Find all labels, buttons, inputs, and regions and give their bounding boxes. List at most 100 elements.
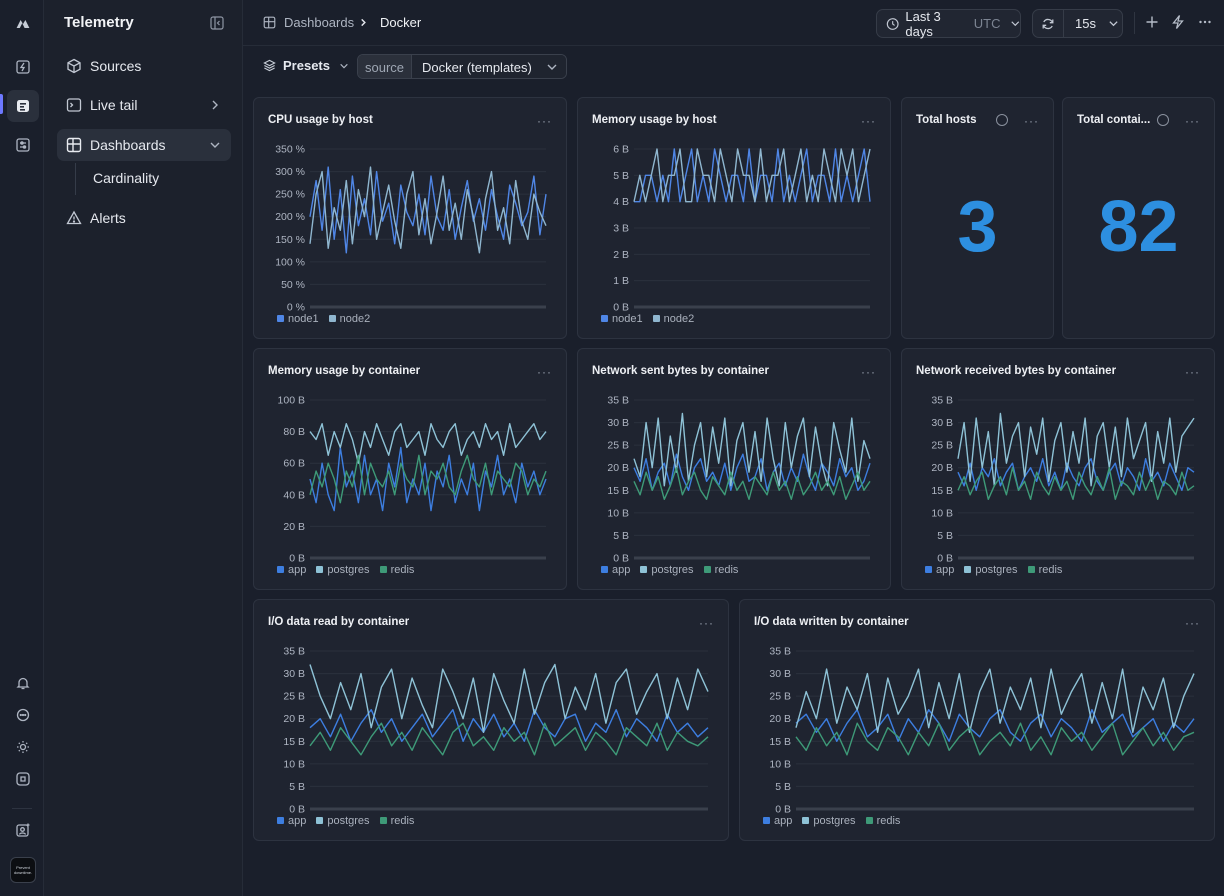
warning-icon <box>66 210 82 225</box>
legend-label: redis <box>714 564 739 576</box>
chevron-right-icon <box>212 100 218 110</box>
presets-dropdown[interactable]: Presets <box>263 58 349 73</box>
chat-icon[interactable] <box>7 699 39 731</box>
add-user-icon[interactable] <box>7 814 39 846</box>
bell-icon[interactable] <box>7 667 39 699</box>
refresh-interval: 15s <box>1075 16 1096 31</box>
total-containers-value: 82 <box>1098 187 1179 267</box>
loading-indicator-icon <box>996 114 1008 126</box>
legend-item-app[interactable]: app <box>925 564 954 576</box>
y-tick-label: 1 B <box>613 275 629 287</box>
legend-label: app <box>288 815 307 827</box>
top-bar: Dashboards Docker Last 3 days UTC 15s <box>243 0 1224 46</box>
y-tick-label: 15 B <box>283 736 305 748</box>
y-tick-label: 200 % <box>275 211 305 223</box>
sun-icon[interactable] <box>7 731 39 763</box>
legend-item-postgres[interactable]: postgres <box>802 815 856 827</box>
dashboard-toolbar: Presets source Docker (templates) <box>243 46 1224 88</box>
y-tick-label: 100 B <box>278 395 305 407</box>
series-line-redis <box>957 466 1195 501</box>
legend-item-app[interactable]: app <box>277 564 306 576</box>
chevron-down-icon <box>1010 21 1019 27</box>
legend-item-app[interactable]: app <box>601 564 630 576</box>
y-tick-label: 15 B <box>931 485 953 497</box>
settings-sliders-icon[interactable] <box>7 129 39 161</box>
line-chart: 0 B 5 B 10 B 15 B 20 B 25 B 30 B 35 B <box>283 646 709 816</box>
legend-label: postgres <box>327 564 370 576</box>
series-line-postgres <box>795 668 1195 734</box>
sidebar-item-sources[interactable]: Sources <box>57 50 231 82</box>
command-icon[interactable] <box>7 763 39 795</box>
clock-icon <box>886 17 899 30</box>
panel-title: Total hosts <box>916 114 977 126</box>
legend-item-app[interactable]: app <box>763 815 792 827</box>
lightning-icon[interactable] <box>1170 14 1186 30</box>
legend-label: redis <box>1038 564 1063 576</box>
legend-item-postgres[interactable]: postgres <box>316 564 370 576</box>
chart-legend: app postgres redis <box>601 564 738 576</box>
sidebar-item-cardinality[interactable]: Cardinality <box>93 170 160 186</box>
chart-legend: app postgres redis <box>277 564 414 576</box>
y-tick-label: 10 B <box>283 758 305 770</box>
sidebar-item-live-tail[interactable]: Live tail <box>57 89 231 121</box>
panel-menu-icon[interactable]: ··· <box>1185 114 1200 128</box>
series-line-postgres <box>957 412 1195 487</box>
breadcrumb-parent[interactable]: Dashboards <box>284 15 355 30</box>
sidebar-item-label: Sources <box>90 58 142 74</box>
lightning-box-icon[interactable] <box>7 51 39 83</box>
legend-item-postgres[interactable]: postgres <box>316 815 370 827</box>
legend-item-redis[interactable]: redis <box>703 564 739 576</box>
y-tick-label: 10 B <box>769 758 791 770</box>
series-line-node2 <box>309 166 547 254</box>
chart-legend: node1 node2 <box>277 313 370 325</box>
legend-item-node1[interactable]: node1 <box>601 313 643 325</box>
source-select[interactable]: Docker (templates) <box>412 55 566 78</box>
legend-item-node1[interactable]: node1 <box>277 313 319 325</box>
collapse-sidebar-icon[interactable] <box>210 16 224 30</box>
legend-item-postgres[interactable]: postgres <box>964 564 1018 576</box>
legend-swatch <box>763 817 770 824</box>
panel-menu-icon[interactable]: ··· <box>1024 114 1039 128</box>
panel-menu-icon[interactable]: ··· <box>861 114 876 128</box>
legend-item-redis[interactable]: redis <box>865 815 900 827</box>
panel-menu-icon[interactable]: ··· <box>861 365 876 379</box>
legend-label: app <box>936 564 955 576</box>
panel-menu-icon[interactable]: ··· <box>1185 365 1200 379</box>
source-filter[interactable]: source Docker (templates) <box>357 54 567 79</box>
sidebar-item-dashboards[interactable]: Dashboards <box>57 129 231 161</box>
plus-icon[interactable] <box>1144 14 1160 30</box>
y-tick-label: 20 B <box>283 521 305 533</box>
telemetry-icon[interactable] <box>7 90 39 122</box>
refresh-control[interactable]: 15s <box>1032 9 1123 38</box>
series-line-app <box>633 453 871 492</box>
panel-total-hosts: Total hosts ··· 3 <box>901 97 1054 339</box>
series-line-app <box>957 457 1195 492</box>
timezone-label: UTC <box>973 16 1001 31</box>
avatar[interactable]: Prevent downtime. <box>10 857 36 883</box>
legend-item-app[interactable]: app <box>277 815 306 827</box>
legend-item-redis[interactable]: redis <box>379 815 414 827</box>
loading-indicator-icon <box>1157 114 1169 126</box>
line-chart: 0 B 5 B 10 B 15 B 20 B 25 B 30 B 35 B <box>931 395 1195 565</box>
panel-menu-icon[interactable]: ··· <box>537 114 552 128</box>
active-marker <box>0 94 3 114</box>
panel-menu-icon[interactable]: ··· <box>699 616 714 630</box>
y-tick-label: 250 % <box>275 189 305 201</box>
refresh-button[interactable] <box>1033 10 1064 37</box>
legend-item-redis[interactable]: redis <box>1027 564 1063 576</box>
series-line-postgres <box>633 412 871 487</box>
legend-swatch <box>703 566 711 573</box>
logo-icon[interactable] <box>7 8 39 40</box>
sidebar-item-alerts[interactable]: Alerts <box>57 202 231 234</box>
y-tick-label: 5 B <box>775 781 791 793</box>
legend-item-postgres[interactable]: postgres <box>640 564 694 576</box>
more-icon[interactable] <box>1197 14 1213 30</box>
panel-menu-icon[interactable]: ··· <box>1185 616 1200 630</box>
legend-item-node2[interactable]: node2 <box>328 313 370 325</box>
line-chart: 0 % 50 % 100 % 150 % 200 % 250 % 300 % 350 % <box>275 144 547 314</box>
panel-menu-icon[interactable]: ··· <box>537 365 552 379</box>
legend-item-redis[interactable]: redis <box>379 564 414 576</box>
time-range-picker[interactable]: Last 3 days UTC <box>876 9 1021 39</box>
legend-label: node1 <box>612 313 643 325</box>
legend-item-node2[interactable]: node2 <box>652 313 694 325</box>
